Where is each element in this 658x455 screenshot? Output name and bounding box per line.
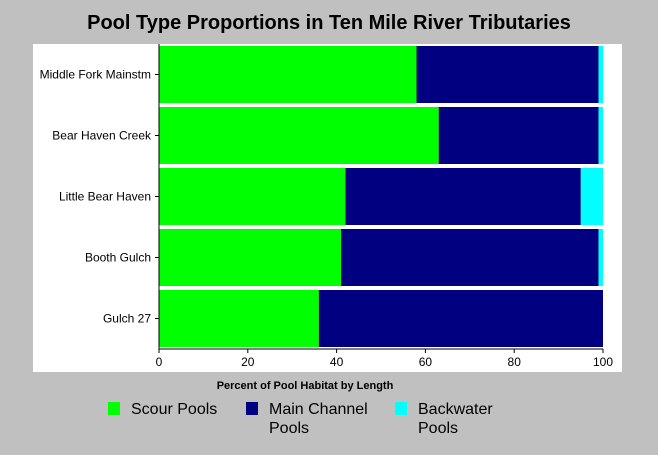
bar-main-channel-pools-middle-fork-mainstm: [416, 46, 599, 103]
legend-label-backwater-line1: Backwater: [418, 401, 493, 418]
legend-swatch-main-channel-pools: [246, 402, 258, 415]
legend-swatch-backwater-pools: [395, 402, 407, 415]
bar-main-channel-pools-gulch-27: [318, 290, 603, 347]
x-tick-label-100: 100: [593, 355, 613, 369]
x-axis-title: Percent of Pool Habitat by Length: [216, 380, 394, 392]
x-tick-label-20: 20: [241, 355, 255, 369]
x-tick-label-60: 60: [419, 355, 433, 369]
legend-label-scour-pools: Scour Pools: [131, 401, 218, 418]
legend-item-scour-pools: Scour Pools: [108, 400, 217, 419]
x-tick-label-0: 0: [156, 355, 163, 369]
bar-main-channel-pools-little-bear-haven: [345, 168, 581, 225]
legend-label-main-channel-line1: Main Channel: [269, 401, 368, 418]
bar-backwater-pools-booth-gulch: [598, 229, 603, 286]
y-tick-label-bear-haven-creek: Bear Haven Creek: [52, 129, 152, 143]
legend-item-backwater-pools: Backwater Pools: [395, 400, 493, 438]
y-tick-label-little-bear-haven: Little Bear Haven: [59, 190, 151, 204]
legend-label-backwater-line2: Pools: [418, 420, 459, 437]
legend-swatch-scour-pools: [108, 402, 120, 415]
bar-scour-pools-middle-fork-mainstm: [159, 46, 417, 103]
y-tick-label-middle-fork-mainstm: Middle Fork Mainstm: [40, 68, 151, 82]
bar-scour-pools-bear-haven-creek: [159, 107, 439, 164]
legend-item-main-channel-pools: Main Channel Pools: [246, 400, 368, 438]
y-tick-label-gulch-27: Gulch 27: [103, 312, 151, 326]
x-tick-label-40: 40: [330, 355, 344, 369]
bar-scour-pools-gulch-27: [159, 290, 319, 347]
chart-title: Pool Type Proportions in Ten Mile River …: [87, 12, 571, 34]
bar-backwater-pools-middle-fork-mainstm: [598, 46, 603, 103]
bar-chart: Middle Fork Mainstm Bear Haven Creek Littl…: [40, 44, 613, 369]
bar-main-channel-pools-bear-haven-creek: [438, 107, 599, 164]
bar-main-channel-pools-booth-gulch: [341, 229, 599, 286]
bar-scour-pools-booth-gulch: [159, 229, 342, 286]
x-tick-label-80: 80: [508, 355, 522, 369]
bar-scour-pools-little-bear-haven: [159, 168, 346, 225]
bar-backwater-pools-little-bear-haven: [580, 168, 603, 225]
bar-backwater-pools-bear-haven-creek: [598, 107, 603, 164]
y-tick-label-booth-gulch: Booth Gulch: [85, 251, 151, 265]
legend-label-main-channel-line2: Pools: [269, 420, 310, 437]
